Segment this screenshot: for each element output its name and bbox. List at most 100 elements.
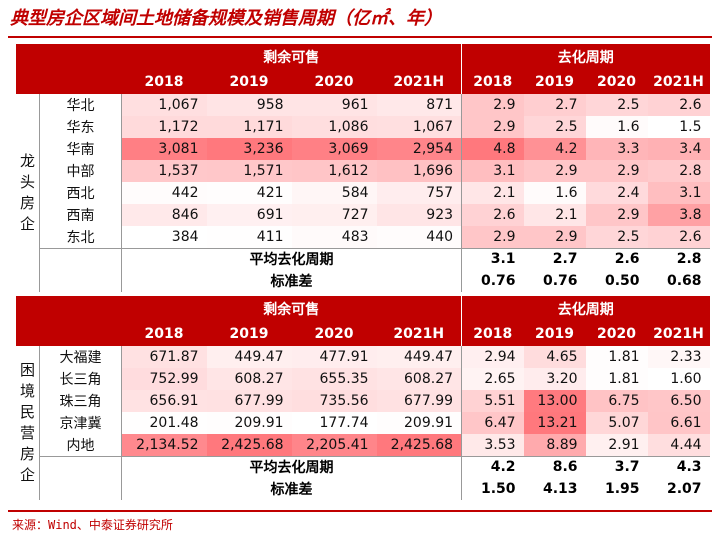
cycle-cell: 1.81 xyxy=(585,346,648,368)
cycle-cell: 13.00 xyxy=(523,390,586,412)
table-row: 西北 442 421 584 757 2.1 1.6 2.4 3.1 xyxy=(16,182,710,204)
group-label: 困境民营房企 xyxy=(16,346,41,500)
inventory-cell: 483 xyxy=(291,226,377,248)
cycle-cell: 2.65 xyxy=(461,368,524,390)
cycle-cell: 2.9 xyxy=(461,94,524,116)
inventory-cell: 584 xyxy=(291,182,377,204)
cycle-cell: 2.9 xyxy=(461,226,524,248)
region-label: 中部 xyxy=(39,160,123,182)
inventory-cell: 442 xyxy=(121,182,207,204)
std-value: 2.07 xyxy=(647,478,710,500)
average-label: 平均去化周期 xyxy=(121,247,463,270)
cycle-cell: 2.9 xyxy=(585,204,648,226)
average-value: 8.6 xyxy=(523,455,586,478)
region-label: 华南 xyxy=(39,138,123,160)
average-value: 2.8 xyxy=(647,247,710,270)
average-value: 3.7 xyxy=(585,455,648,478)
cycle-cell: 5.51 xyxy=(461,390,524,412)
table-row: 京津冀 201.48 209.91 177.74 209.91 6.47 13.21 5.07… xyxy=(16,412,710,434)
region-label: 京津冀 xyxy=(39,412,123,434)
inventory-cell: 671.87 xyxy=(121,346,207,368)
cycle-cell: 6.75 xyxy=(585,390,648,412)
inventory-cell: 923 xyxy=(376,204,463,226)
region-label: 大福建 xyxy=(39,346,123,368)
inventory-cell: 1,172 xyxy=(121,116,207,138)
cycle-cell: 3.4 xyxy=(647,138,710,160)
cycle-header: 去化周期 xyxy=(461,296,710,321)
cycle-cell: 2.91 xyxy=(585,434,648,456)
average-value: 3.1 xyxy=(461,247,524,270)
inventory-cell: 1,537 xyxy=(121,160,207,182)
cycle-cell: 13.21 xyxy=(523,412,586,434)
inventory-cell: 677.99 xyxy=(376,390,463,412)
cycle-cell: 3.1 xyxy=(647,182,710,204)
cycle-cell: 1.6 xyxy=(585,116,648,138)
year-header-cycle: 2018 xyxy=(461,69,524,94)
inventory-cell: 752.99 xyxy=(121,368,207,390)
source-note: 来源：Wind、中泰证券研究所 xyxy=(12,518,173,532)
inventory-cell: 201.48 xyxy=(121,412,207,434)
year-header-cycle: 2019 xyxy=(523,69,586,94)
table-row: 长三角 752.99 608.27 655.35 608.27 2.65 3.20 1.81 1… xyxy=(16,368,710,390)
average-value: 2.7 xyxy=(523,247,586,270)
cycle-cell: 3.8 xyxy=(647,204,710,226)
region-label: 珠三角 xyxy=(39,390,123,412)
cycle-cell: 2.9 xyxy=(523,226,586,248)
average-row: 平均去化周期 4.2 8.6 3.7 4.3 xyxy=(16,455,710,478)
std-row: 标准差 1.50 4.13 1.95 2.07 xyxy=(16,478,710,500)
inventory-cell: 735.56 xyxy=(291,390,377,412)
inventory-cell: 449.47 xyxy=(376,346,463,368)
year-header-inventory: 2021H xyxy=(376,69,463,94)
year-header-cycle: 2018 xyxy=(461,321,524,346)
table-title: 典型房企区域间土地储备规模及销售周期（亿㎡、年） xyxy=(10,8,442,29)
year-header-inventory: 2018 xyxy=(121,321,207,346)
table-row: 东北 384 411 483 440 2.9 2.9 2.5 2.6 xyxy=(16,226,710,248)
inventory-header: 剩余可售 xyxy=(121,296,463,321)
inventory-cell: 1,612 xyxy=(291,160,377,182)
std-value: 0.76 xyxy=(523,270,586,292)
summary-blank-cell xyxy=(39,455,123,478)
inventory-cell: 3,069 xyxy=(291,138,377,160)
cycle-cell: 8.89 xyxy=(523,434,586,456)
inventory-cell: 1,067 xyxy=(121,94,207,116)
year-header-inventory: 2020 xyxy=(291,321,377,346)
inventory-cell: 1,067 xyxy=(376,116,463,138)
table-row: 华南 3,081 3,236 3,069 2,954 4.8 4.2 3.3 3.4 xyxy=(16,138,710,160)
section-spacer xyxy=(16,292,710,296)
average-value: 4.2 xyxy=(461,455,524,478)
table-row: 华东 1,172 1,171 1,086 1,067 2.9 2.5 1.6 1.5 xyxy=(16,116,710,138)
cycle-cell: 3.1 xyxy=(461,160,524,182)
std-value: 0.50 xyxy=(585,270,648,292)
group-label: 龙头房企 xyxy=(16,94,41,292)
inventory-cell: 209.91 xyxy=(206,412,292,434)
cycle-cell: 2.5 xyxy=(523,116,586,138)
cycle-cell: 3.53 xyxy=(461,434,524,456)
cycle-cell: 2.9 xyxy=(585,160,648,182)
std-value: 0.76 xyxy=(461,270,524,292)
inventory-cell: 656.91 xyxy=(121,390,207,412)
region-label: 西北 xyxy=(39,182,123,204)
table-row: 困境民营房企 大福建 671.87 449.47 477.91 449.47 2.94 4.6… xyxy=(16,346,710,500)
inventory-cell: 961 xyxy=(291,94,377,116)
cycle-cell: 4.44 xyxy=(647,434,710,456)
inventory-cell: 871 xyxy=(376,94,463,116)
cycle-cell: 2.6 xyxy=(647,94,710,116)
footer-rule xyxy=(8,510,712,512)
std-value: 1.50 xyxy=(461,478,524,500)
std-label: 标准差 xyxy=(121,478,463,500)
cycle-cell: 6.61 xyxy=(647,412,710,434)
std-label: 标准差 xyxy=(121,270,463,292)
inventory-cell: 449.47 xyxy=(206,346,292,368)
header-blank-cell xyxy=(16,321,122,346)
cycle-header: 去化周期 xyxy=(461,44,710,69)
average-label: 平均去化周期 xyxy=(121,455,463,478)
year-header-cycle: 2020 xyxy=(585,321,648,346)
inventory-cell: 2,425.68 xyxy=(376,434,463,456)
region-label: 内地 xyxy=(39,434,123,456)
cycle-cell: 1.5 xyxy=(647,116,710,138)
cycle-cell: 2.8 xyxy=(647,160,710,182)
cycle-cell: 6.50 xyxy=(647,390,710,412)
land-reserve-table: 剩余可售 去化周期 2018 2019 2020 2021H 2018 2019 2020 202… xyxy=(16,44,710,500)
cycle-cell: 4.65 xyxy=(523,346,586,368)
cycle-cell: 1.6 xyxy=(523,182,586,204)
